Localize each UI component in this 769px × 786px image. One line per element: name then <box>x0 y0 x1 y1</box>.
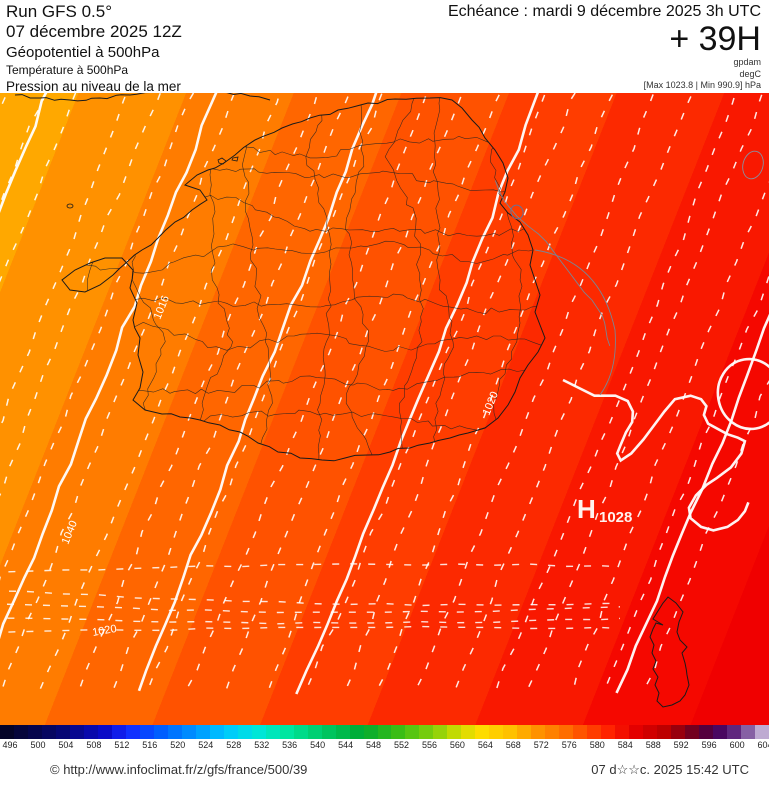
svg-text:1020: 1020 <box>481 390 501 417</box>
svg-text:H: H <box>577 494 596 524</box>
svg-text:1028: 1028 <box>599 509 632 526</box>
svg-text:1040: 1040 <box>60 519 80 546</box>
svg-text:1020: 1020 <box>91 623 117 639</box>
svg-text:1016: 1016 <box>152 294 172 321</box>
